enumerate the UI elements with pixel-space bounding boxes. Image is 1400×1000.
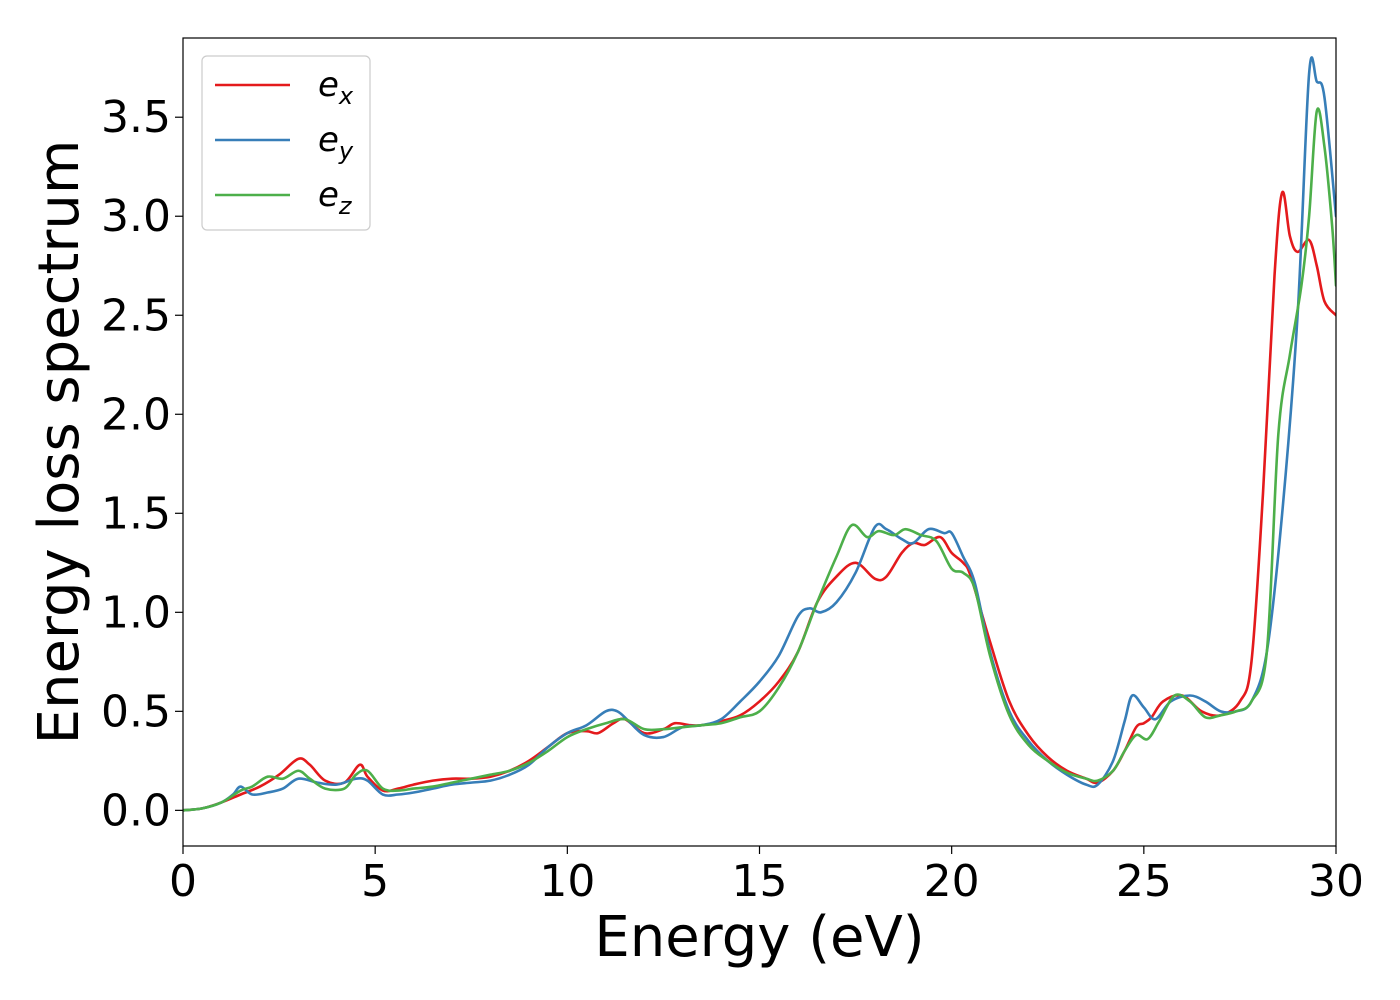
- x-tick-label: 15: [732, 856, 788, 907]
- y-tick-label: 1.0: [101, 587, 171, 638]
- y-tick-label: 2.0: [101, 389, 171, 440]
- y-tick-label: 0.5: [101, 686, 171, 737]
- legend-box: [201, 55, 371, 231]
- x-tick-label: 10: [539, 856, 595, 907]
- series-layer: [183, 56, 1336, 812]
- x-tick-label: 0: [169, 856, 197, 907]
- y-tick-label: 2.5: [101, 290, 171, 341]
- legend-label-ex: ex: [318, 65, 354, 110]
- y-axis-title: Energy loss spectrum: [27, 140, 92, 745]
- x-tick-label: 5: [361, 856, 389, 907]
- y-axis-ticks: 0.0 0.5 1.0 1.5 2.0 2.5 3.0 3.5: [101, 92, 183, 836]
- x-tick-label: 20: [924, 856, 980, 907]
- y-tick-label: 3.0: [101, 191, 171, 242]
- x-axis-title: Energy (eV): [594, 905, 924, 970]
- x-tick-label: 25: [1116, 856, 1172, 907]
- legend-label-ey: ey: [318, 120, 354, 165]
- legend-label-ez: ez: [318, 175, 353, 220]
- series-line-ey: [183, 56, 1336, 812]
- x-tick-label: 30: [1308, 856, 1364, 907]
- y-tick-label: 1.5: [101, 488, 171, 539]
- legend: ex ey ez: [201, 55, 371, 231]
- x-axis-ticks: 0 5 10 15 20 25 30: [169, 846, 1364, 907]
- y-tick-label: 0.0: [101, 785, 171, 836]
- series-line-ez: [183, 107, 1336, 812]
- y-tick-label: 3.5: [101, 92, 171, 143]
